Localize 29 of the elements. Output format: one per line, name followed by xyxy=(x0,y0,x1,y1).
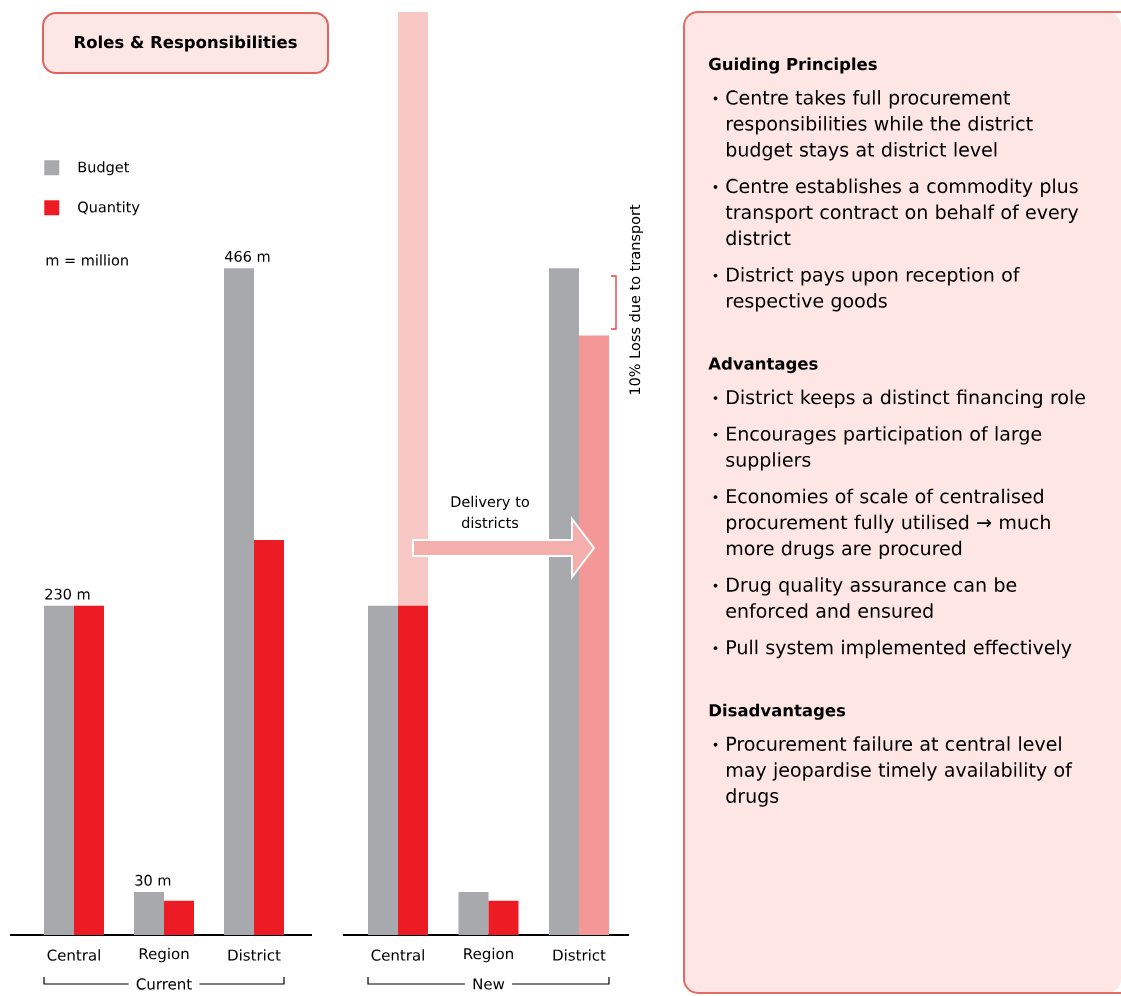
x-tick-label: Region xyxy=(139,947,189,963)
text: Centre establishes a commodity plus transport contract on behalf of every district xyxy=(725,178,1079,246)
text: Pull system implemented effectively xyxy=(727,639,1072,659)
text: Economies of scale of centralised procurement fully utilised → much more drugs are procured xyxy=(727,488,1050,560)
text: Current xyxy=(136,978,192,990)
x-tick-label: Central xyxy=(371,949,424,961)
annotation: Delivery to districts xyxy=(451,495,529,529)
text: District keeps a distinct financing role xyxy=(727,389,1085,409)
legend-label: Quantity xyxy=(78,201,140,216)
annotation: m = million xyxy=(46,254,128,266)
text: Guiding Principles xyxy=(709,57,877,74)
x-tick-label: Region xyxy=(464,947,513,963)
x-tick-label: District xyxy=(553,949,606,961)
data-label: 30 m xyxy=(135,874,171,886)
data-label: 466 m xyxy=(224,250,270,262)
text: Roles & Responsibilities xyxy=(75,35,297,52)
text: Procurement failure at central level may jeopardise timely availability of drugs xyxy=(726,736,1073,807)
x-tick-label: Central xyxy=(47,949,100,961)
x-tick-label: District xyxy=(228,949,281,961)
text: 10% Loss due to transport xyxy=(628,204,644,395)
text: Centre takes full procurement responsibilities while the district budget stays at district level xyxy=(726,90,1033,161)
text: New xyxy=(473,978,505,990)
text: District pays upon reception of respective goods xyxy=(727,267,1020,312)
text: Drug quality assurance can be enforced and ensured xyxy=(726,577,1017,618)
text: Disadvantages xyxy=(709,703,846,720)
data-label: 230 m xyxy=(45,588,90,600)
text: Encourages participation of large suppliers xyxy=(726,426,1042,471)
legend-label: Budget xyxy=(78,161,130,176)
text: Advantages xyxy=(708,357,818,374)
